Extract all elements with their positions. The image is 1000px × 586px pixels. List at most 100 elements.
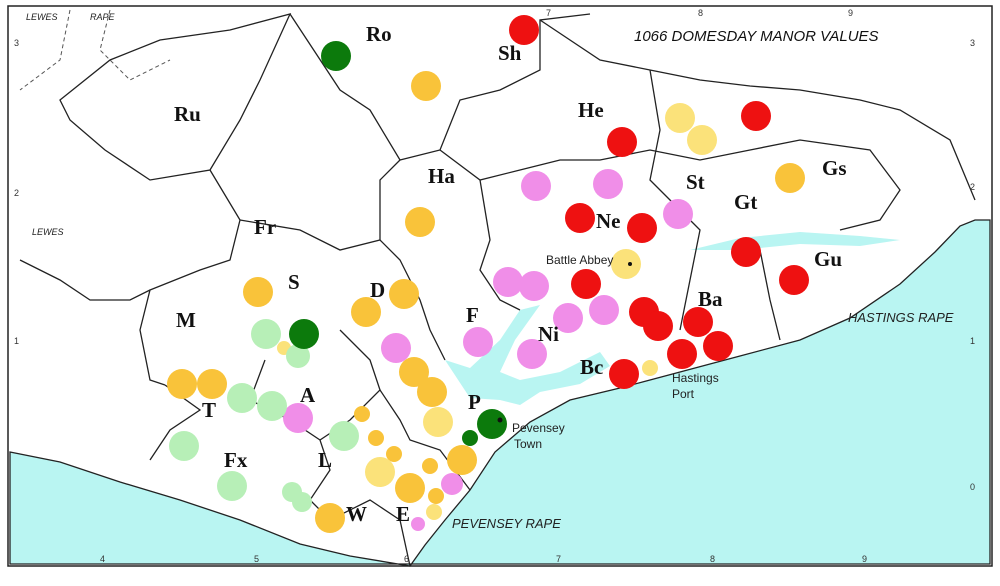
area-label: Fr xyxy=(254,215,276,239)
grid-label: 0 xyxy=(970,482,975,492)
marker xyxy=(477,409,507,439)
area-label: Gu xyxy=(814,247,842,271)
marker xyxy=(167,369,197,399)
marker xyxy=(663,199,693,229)
marker xyxy=(217,471,247,501)
place-label: Battle Abbey xyxy=(546,253,613,267)
place-label: Hastings xyxy=(672,371,719,385)
area-label: Bc xyxy=(580,355,603,379)
marker xyxy=(642,360,658,376)
grid-label: 9 xyxy=(862,554,867,564)
marker xyxy=(683,307,713,337)
marker xyxy=(521,171,551,201)
area-label: Ni xyxy=(538,322,559,346)
area-label: T xyxy=(202,398,216,422)
marker xyxy=(731,237,761,267)
marker xyxy=(509,15,539,45)
grid-label: 8 xyxy=(710,554,715,564)
place-label: Pevensey xyxy=(512,421,565,435)
marker xyxy=(571,269,601,299)
boundary xyxy=(439,139,901,231)
area-label: F xyxy=(466,303,479,327)
area-label: Gt xyxy=(734,190,757,214)
boundary xyxy=(19,259,151,301)
marker xyxy=(251,319,281,349)
marker xyxy=(405,207,435,237)
marker xyxy=(423,407,453,437)
grid-label: 1 xyxy=(970,336,975,346)
marker xyxy=(368,430,384,446)
marker xyxy=(703,331,733,361)
marker xyxy=(411,517,425,531)
marker xyxy=(386,446,402,462)
marker xyxy=(775,163,805,193)
marker xyxy=(417,377,447,407)
marker xyxy=(607,127,637,157)
place-label: HASTINGS RAPE xyxy=(848,310,954,325)
area-label: Ha xyxy=(428,164,455,188)
grid-label: 5 xyxy=(254,554,259,564)
marker xyxy=(395,473,425,503)
marker xyxy=(565,203,595,233)
marker xyxy=(197,369,227,399)
boundary xyxy=(239,219,446,361)
grid-label: 4 xyxy=(100,554,105,564)
boundary xyxy=(759,249,781,341)
rape-boundary xyxy=(99,9,171,81)
marker xyxy=(292,492,312,512)
marker xyxy=(447,445,477,475)
rape-boundary xyxy=(19,9,71,91)
marker xyxy=(611,249,641,279)
area-label: L xyxy=(318,448,332,472)
place-label: Town xyxy=(514,437,542,451)
place-label: LEWES xyxy=(26,12,58,22)
marker xyxy=(243,277,273,307)
boundary xyxy=(539,19,976,201)
marker xyxy=(411,71,441,101)
area-label: Gs xyxy=(822,156,847,180)
marker xyxy=(665,103,695,133)
area-label: Ro xyxy=(366,22,392,46)
marker xyxy=(493,267,523,297)
map-title: 1066 DOMESDAY MANOR VALUES xyxy=(634,28,879,45)
marker xyxy=(441,473,463,495)
grid-labels: 7 8 9 3 2 1 3 2 1 0 4 5 6 7 8 9 xyxy=(14,8,975,564)
marker xyxy=(169,431,199,461)
marker xyxy=(315,503,345,533)
marker xyxy=(627,213,657,243)
marker xyxy=(389,279,419,309)
grid-label: 3 xyxy=(14,38,19,48)
marker xyxy=(283,403,313,433)
area-label: He xyxy=(578,98,604,122)
place-label: Port xyxy=(672,387,695,401)
area-label: A xyxy=(300,383,316,407)
marker xyxy=(779,265,809,295)
marker xyxy=(741,101,771,131)
area-label: Ru xyxy=(174,102,201,126)
grid-label: 7 xyxy=(556,554,561,564)
marker xyxy=(286,344,310,368)
area-label: Fx xyxy=(224,448,248,472)
grid-label: 1 xyxy=(14,336,19,346)
marker xyxy=(257,391,287,421)
grid-label: 6 xyxy=(404,554,409,564)
grid-label: 2 xyxy=(14,188,19,198)
marker xyxy=(422,458,438,474)
marker xyxy=(593,169,623,199)
marker xyxy=(329,421,359,451)
boundary xyxy=(379,159,401,240)
boundary xyxy=(59,13,292,181)
area-label: Ne xyxy=(596,209,621,233)
area-label: D xyxy=(370,278,385,302)
sea xyxy=(9,219,991,567)
grid-label: 3 xyxy=(970,38,975,48)
grid-label: 9 xyxy=(848,8,853,18)
marker xyxy=(351,297,381,327)
marker xyxy=(381,333,411,363)
boundary xyxy=(289,13,591,161)
markers xyxy=(167,15,809,533)
marker xyxy=(426,504,442,520)
boundary xyxy=(479,179,521,311)
marker xyxy=(667,339,697,369)
